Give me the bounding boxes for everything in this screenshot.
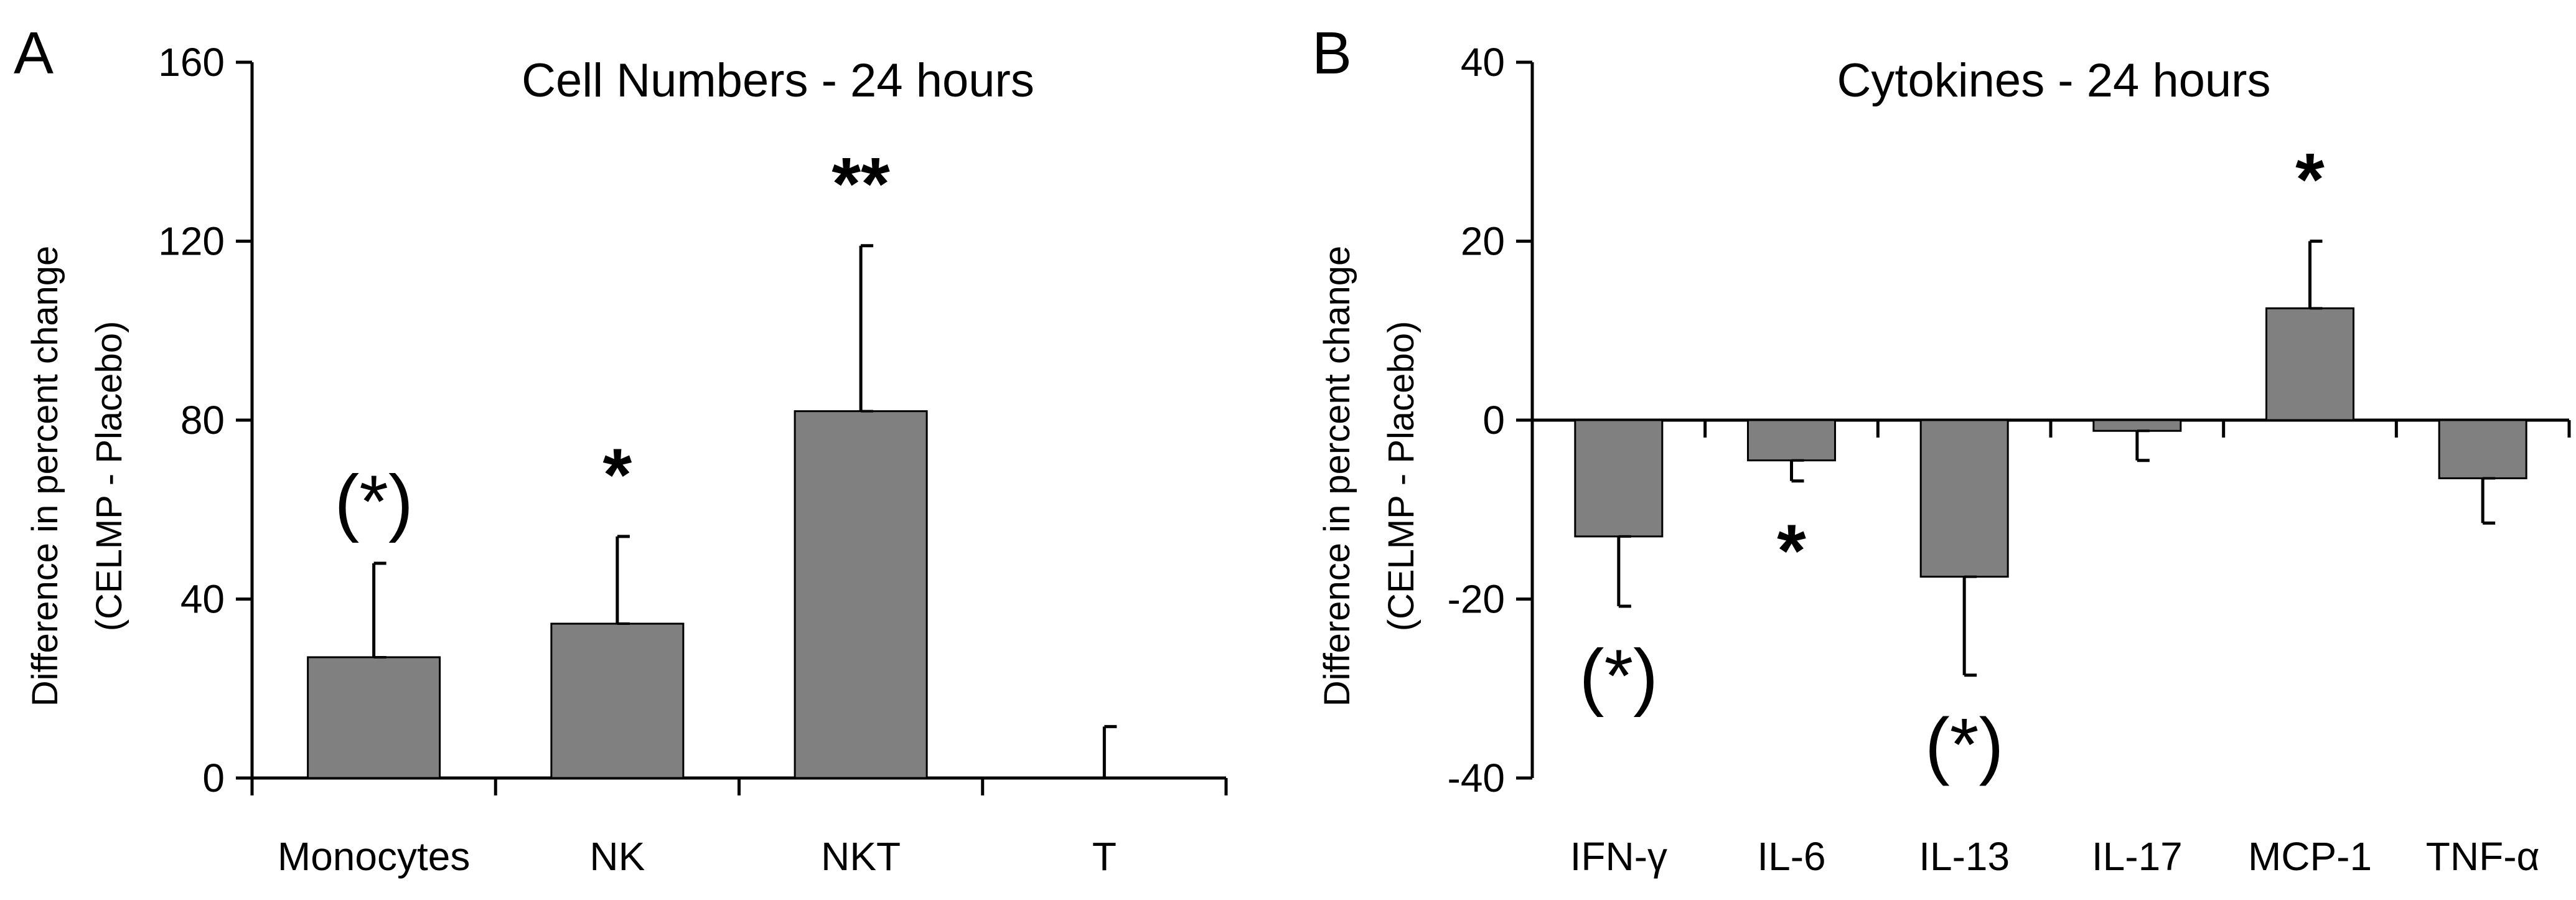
significance-marker: * <box>2295 138 2325 222</box>
y-tick-label: 40 <box>1461 40 1505 85</box>
panel-letter-a: A <box>14 20 54 87</box>
significance-marker: * <box>603 433 632 517</box>
y-axis-label: Difference in percent change <box>1317 246 1357 707</box>
y-tick-label: 160 <box>158 40 225 85</box>
category-label: IL-13 <box>1919 834 2010 879</box>
significance-marker: (*) <box>334 460 413 543</box>
significance-marker: (*) <box>1925 703 2004 787</box>
category-label: TNF-α <box>2426 834 2540 879</box>
bar <box>1919 419 2009 578</box>
y-tick-label: -40 <box>1448 756 1506 800</box>
panel-b-cytokines: B Cytokines - 24 hours Difference in perc… <box>1312 20 2571 879</box>
significance-marker: ** <box>831 143 890 226</box>
y-tick-label: 120 <box>158 219 225 264</box>
bar <box>550 622 685 779</box>
panel-a-cell-numbers: A Cell Numbers - 24 hours Difference in p… <box>14 20 1228 879</box>
significance-marker: * <box>1777 509 1806 593</box>
y-tick-label: 0 <box>1482 398 1505 443</box>
category-label: Monocytes <box>278 834 470 879</box>
significance-marker: (*) <box>1580 634 1659 718</box>
bar <box>2092 419 2182 432</box>
bar <box>1747 419 1836 462</box>
category-label: IL-6 <box>1757 834 1825 879</box>
bar <box>2438 419 2527 479</box>
y-tick-label: 80 <box>180 398 225 443</box>
y-tick-label: 0 <box>202 756 225 800</box>
category-label: IL-17 <box>2092 834 2183 879</box>
y-axis-label: Difference in percent change <box>25 246 65 707</box>
bar <box>307 656 441 779</box>
bar <box>2265 307 2354 421</box>
category-label: IFN-γ <box>1570 834 1667 879</box>
panel-letter-b: B <box>1312 20 1352 87</box>
bar <box>1574 419 1664 538</box>
chart-title: Cytokines - 24 hours <box>1837 54 2271 107</box>
y-axis-label-secondary: (CELMP - Placebo) <box>89 321 129 632</box>
category-label: NKT <box>821 834 901 879</box>
bar <box>794 410 928 779</box>
category-label: T <box>1092 834 1117 879</box>
category-label: MCP-1 <box>2248 834 2372 879</box>
y-tick-label: 20 <box>1461 219 1505 264</box>
y-tick-label: 40 <box>180 577 225 622</box>
chart-title: Cell Numbers - 24 hours <box>522 54 1034 107</box>
category-label: NK <box>589 834 645 879</box>
y-tick-label: -20 <box>1448 577 1506 622</box>
y-axis-label-secondary: (CELMP - Placebo) <box>1381 321 1421 632</box>
